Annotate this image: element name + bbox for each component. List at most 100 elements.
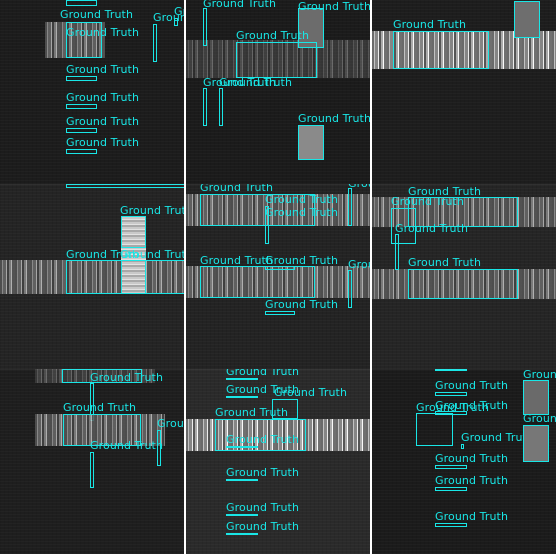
gt-label: Ground Truth: [265, 254, 339, 267]
gt-label: Ground Truth: [298, 0, 371, 13]
ground-truth-box: [408, 269, 518, 299]
ground-truth-box: [298, 8, 324, 48]
ground-truth-box: [461, 444, 464, 449]
gt-label: Ground Truth: [393, 18, 467, 31]
gt-label: Ground Truth: [435, 452, 509, 465]
gt-label: Ground Truth: [236, 29, 310, 42]
gt-label: Ground Truth: [265, 206, 339, 219]
tile-r2-c3: Ground Truth Ground Truth Ground Truth G…: [372, 184, 556, 369]
ground-truth-box: [90, 452, 94, 488]
ground-truth-box: [66, 76, 97, 81]
tile-r1-c2: Ground Truth Ground Truth Ground Truth G…: [186, 0, 371, 184]
ground-truth-box: [435, 392, 467, 396]
gt-label: Ground Truth: [157, 417, 185, 430]
tile-r3-c2: Ground Truth Ground Truth Ground Truth G…: [186, 369, 371, 554]
gt-label: Ground Truth: [203, 76, 277, 89]
gt-label: Ground Truth: [435, 510, 509, 523]
ground-truth-box: [348, 270, 352, 308]
ground-truth-box: [416, 413, 453, 446]
gt-label: Ground Truth: [66, 26, 140, 39]
tile-r2-c2: Ground Truth Ground Truth Ground Truth G…: [186, 184, 371, 369]
gt-label: Ground Truth: [391, 195, 465, 208]
ground-truth-box: [121, 216, 146, 248]
gt-label: Ground Truth: [226, 466, 300, 479]
gt-label: Ground Truth: [174, 5, 185, 18]
tile-r2-c1: Ground Truth Ground Truth Ground Truth: [0, 184, 185, 369]
gt-label: Ground Truth: [120, 248, 185, 261]
gt-label: Ground Truth: [226, 383, 300, 396]
gt-label: Ground Truth: [66, 115, 140, 128]
gt-label: Ground Truth: [298, 112, 371, 125]
ground-truth-box: [391, 208, 416, 244]
ground-truth-box: [203, 8, 207, 46]
gt-label: Ground Truth: [274, 386, 348, 399]
gt-label: Ground Truth: [120, 204, 185, 217]
gt-label: Ground Truth: [226, 433, 300, 446]
ground-truth-box: [226, 446, 258, 448]
gt-label: Ground Truth: [348, 184, 371, 189]
gt-label: Ground Truth: [435, 379, 509, 392]
ground-truth-box: [523, 380, 549, 415]
ground-truth-box: [523, 425, 549, 462]
tile-r1-c1: Ground Truth Ground Truth Ground Truth G…: [0, 0, 185, 184]
gt-label: Ground Truth: [90, 439, 164, 452]
ground-truth-box: [435, 487, 467, 491]
ground-truth-box: [174, 18, 178, 26]
ground-truth-box: [226, 396, 258, 398]
gt-label: Ground Truth: [66, 91, 140, 104]
ground-truth-box: [215, 419, 306, 451]
gt-label: Ground Truth: [215, 406, 289, 419]
ground-truth-box: [265, 311, 295, 315]
panel-separator: [184, 0, 186, 554]
gt-label: Ground Truth: [153, 11, 185, 24]
ground-truth-box: [236, 42, 317, 78]
ground-truth-box: [66, 149, 97, 154]
ground-truth-box: [153, 24, 157, 62]
gt-label: Ground Truth: [408, 185, 482, 198]
gt-label: Ground Truth: [203, 0, 277, 10]
gt-label: Ground Truth: [200, 184, 274, 194]
ground-truth-box: [66, 104, 97, 109]
gt-label: Ground Truth: [435, 474, 509, 487]
gt-label: Ground Truth: [348, 258, 371, 271]
ground-truth-box: [66, 128, 97, 133]
ground-truth-box: [348, 188, 352, 226]
ground-truth-box: [435, 523, 467, 527]
gt-label: Ground Truth: [226, 369, 300, 378]
gt-label: Ground Truth: [63, 401, 137, 414]
ground-truth-box: [226, 378, 258, 380]
gt-label: Ground Truth: [523, 369, 556, 381]
panel-separator: [370, 0, 372, 554]
ground-truth-box: [121, 260, 146, 294]
tile-r1-c3: Ground Truth: [372, 0, 556, 184]
ground-truth-box: [203, 88, 207, 126]
ground-truth-box: [435, 369, 467, 371]
ground-truth-box: [408, 197, 518, 227]
ground-truth-box: [66, 22, 102, 58]
gt-label: Ground Truth: [408, 256, 482, 269]
gt-label: Ground Truth: [66, 248, 140, 261]
gt-label: Ground Truth: [226, 501, 300, 514]
ground-truth-box: [298, 125, 324, 160]
tile-r3-c3: Ground Truth Ground Truth Ground Truth G…: [372, 369, 556, 554]
ground-truth-box: [226, 514, 258, 516]
gt-label: Ground Truth: [60, 8, 134, 21]
ground-truth-box: [200, 266, 315, 298]
ground-truth-box: [265, 266, 295, 270]
gt-label: Ground Truth: [265, 298, 339, 311]
ground-truth-box: [62, 369, 142, 383]
ground-truth-box: [157, 430, 161, 466]
gt-label: Ground Truth: [461, 431, 535, 444]
gt-label: Ground Truth: [90, 371, 164, 384]
gt-label: Ground Truth: [435, 399, 509, 412]
ground-truth-box: [393, 31, 489, 69]
ground-truth-box: [272, 399, 298, 419]
gt-label: Ground Truth: [219, 76, 293, 89]
ground-truth-box: [63, 414, 141, 446]
gt-label: Ground Truth: [66, 136, 140, 149]
gt-label: Ground Truth: [66, 63, 140, 76]
gt-label: Ground Truth: [416, 401, 490, 414]
ground-truth-box: [435, 465, 467, 469]
gt-label: Ground Truth: [395, 222, 469, 235]
